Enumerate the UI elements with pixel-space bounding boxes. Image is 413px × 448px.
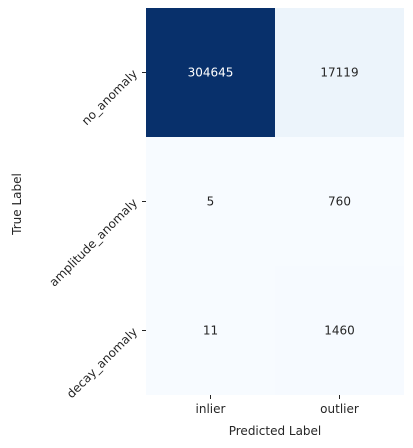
heatmap-cell-amplitude_anomaly-outlier bbox=[275, 137, 404, 266]
cell-value-label: 5 bbox=[207, 195, 215, 209]
heatmap-cell-labels: 304645 17119 5 760 11 1460 bbox=[188, 66, 359, 338]
cell-value-label: 304645 bbox=[188, 66, 234, 80]
cell-value-label: 11 bbox=[203, 324, 218, 338]
heatmap-cell-no_anomaly-inlier bbox=[146, 8, 275, 137]
cell-value-label: 1460 bbox=[324, 324, 355, 338]
heatmap-cell-no_anomaly-outlier bbox=[275, 8, 404, 137]
cell-value-label: 760 bbox=[328, 195, 351, 209]
heatmap-cell-decay_anomaly-inlier bbox=[146, 266, 275, 395]
x-tick-label: inlier bbox=[196, 402, 226, 416]
heatmap-cells bbox=[146, 8, 404, 395]
x-axis-label: Predicted Label bbox=[229, 424, 322, 438]
x-axis-ticks: inlier outlier bbox=[196, 395, 359, 416]
y-axis-ticks: no_anomaly amplitude_anomaly decay_anomaly bbox=[46, 67, 146, 401]
y-tick-label: amplitude_anomaly bbox=[46, 196, 140, 290]
cell-value-label: 17119 bbox=[320, 66, 358, 80]
y-tick-label: decay_anomaly bbox=[64, 325, 140, 401]
y-axis-label: True Label bbox=[10, 173, 24, 236]
x-tick-label: outlier bbox=[320, 402, 359, 416]
y-tick-label: no_anomaly bbox=[79, 67, 140, 128]
heatmap-cell-decay_anomaly-outlier bbox=[275, 266, 404, 395]
heatmap-cell-amplitude_anomaly-inlier bbox=[146, 137, 275, 266]
